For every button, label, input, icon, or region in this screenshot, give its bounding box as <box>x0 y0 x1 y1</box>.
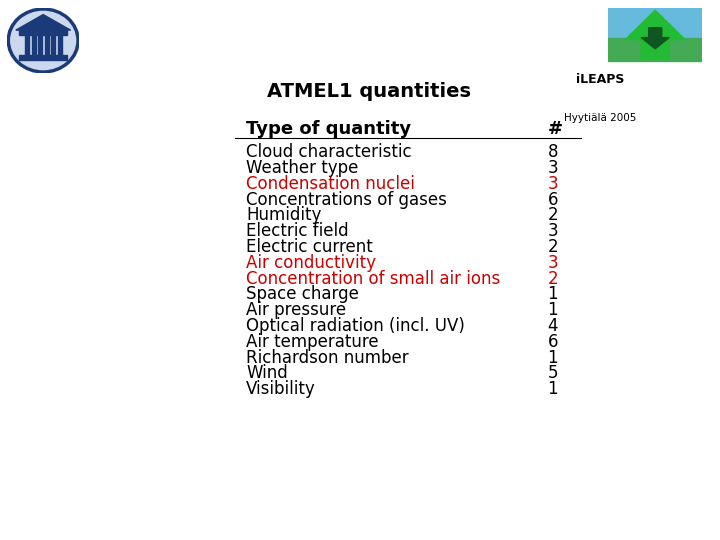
Text: 1: 1 <box>547 380 558 398</box>
Bar <box>51 35 55 56</box>
Text: Electric current: Electric current <box>246 238 373 256</box>
Text: 5: 5 <box>547 364 558 382</box>
Bar <box>58 35 62 56</box>
Circle shape <box>10 11 76 70</box>
Text: Air temperature: Air temperature <box>246 333 379 350</box>
Text: 3: 3 <box>547 175 558 193</box>
Text: Condensation nuclei: Condensation nuclei <box>246 175 415 193</box>
Bar <box>32 35 36 56</box>
Text: 1: 1 <box>547 285 558 303</box>
Text: Richardson number: Richardson number <box>246 348 409 367</box>
Text: Weather type: Weather type <box>246 159 359 177</box>
Text: Type of quantity: Type of quantity <box>246 120 411 138</box>
Bar <box>608 8 702 40</box>
Text: Wind: Wind <box>246 364 288 382</box>
Text: 6: 6 <box>547 333 558 350</box>
Text: 3: 3 <box>547 222 558 240</box>
Bar <box>25 35 30 56</box>
Text: 2: 2 <box>547 269 558 287</box>
Text: 3: 3 <box>547 159 558 177</box>
Text: Space charge: Space charge <box>246 285 359 303</box>
Text: Concentration of small air ions: Concentration of small air ions <box>246 269 500 287</box>
Text: Air conductivity: Air conductivity <box>246 254 377 272</box>
Text: 8: 8 <box>547 143 558 161</box>
Bar <box>19 30 67 35</box>
Bar <box>19 56 67 60</box>
Text: Concentrations of gases: Concentrations of gases <box>246 191 447 208</box>
Text: #: # <box>547 120 563 138</box>
Text: Visibility: Visibility <box>246 380 316 398</box>
Text: 4: 4 <box>547 317 558 335</box>
Text: Electric field: Electric field <box>246 222 349 240</box>
Text: 1: 1 <box>547 301 558 319</box>
Bar <box>45 35 49 56</box>
Bar <box>38 35 42 56</box>
Text: Cloud characteristic: Cloud characteristic <box>246 143 412 161</box>
Polygon shape <box>641 28 670 49</box>
Polygon shape <box>16 15 71 30</box>
Text: 2: 2 <box>547 238 558 256</box>
Text: 6: 6 <box>547 191 558 208</box>
Text: Air pressure: Air pressure <box>246 301 346 319</box>
Text: 1: 1 <box>547 348 558 367</box>
Text: ATMEL1 quantities: ATMEL1 quantities <box>267 82 471 102</box>
Polygon shape <box>625 10 685 59</box>
Text: Optical radiation (incl. UV): Optical radiation (incl. UV) <box>246 317 465 335</box>
Text: iLEAPS: iLEAPS <box>577 73 625 86</box>
Text: Hyytiälä 2005: Hyytiälä 2005 <box>564 113 636 123</box>
Text: 2: 2 <box>547 206 558 224</box>
Bar <box>608 38 702 60</box>
Text: Humidity: Humidity <box>246 206 322 224</box>
Text: 3: 3 <box>547 254 558 272</box>
